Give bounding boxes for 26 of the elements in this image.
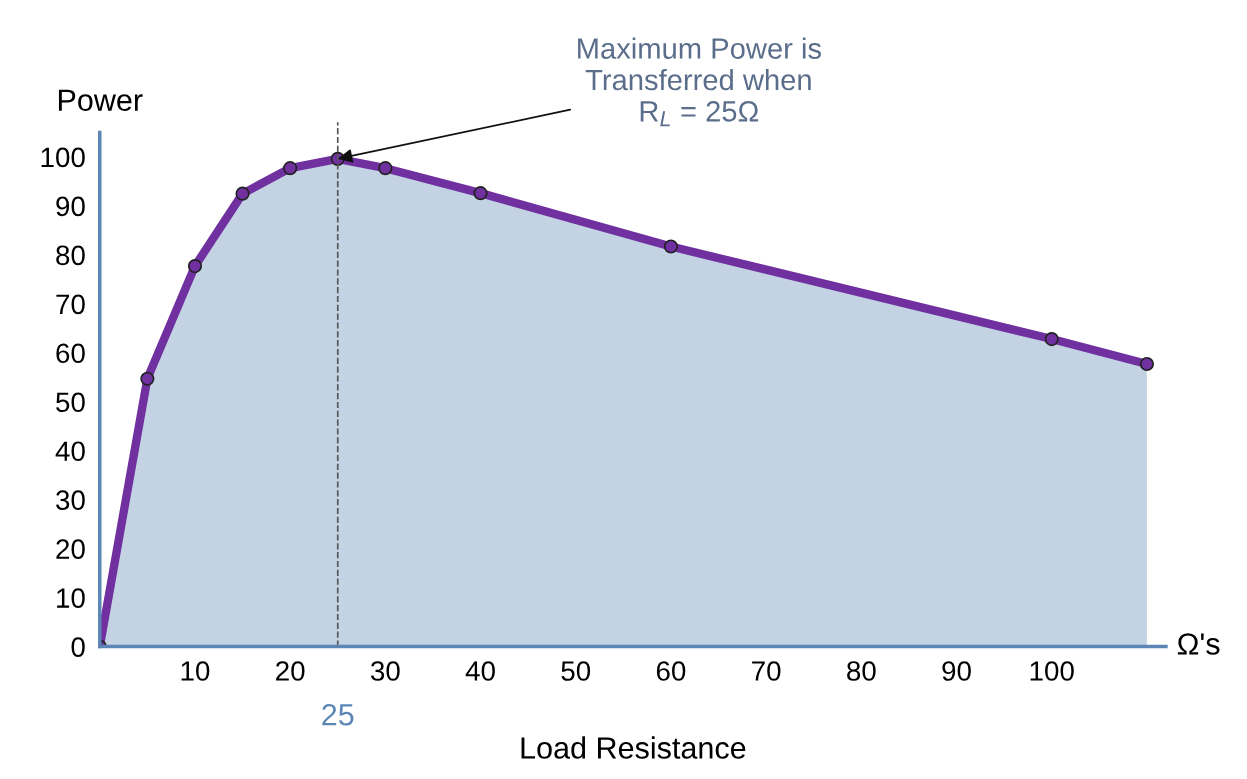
x-tick-label: 20: [276, 661, 305, 681]
y-tick-label: 100: [41, 147, 85, 168]
x-tick-label: 10: [181, 661, 210, 681]
x-tick-label: 70: [752, 661, 781, 681]
y-tick-label: 70: [56, 294, 85, 315]
y-tick-label: 90: [56, 196, 85, 217]
y-tick-label: 40: [55, 441, 85, 462]
y-tick-label: 0: [71, 637, 85, 657]
x-tick-label: 50: [561, 661, 591, 681]
x-tick-label: 30: [370, 661, 400, 681]
x-axis-title: Load Resistance: [521, 736, 746, 759]
x-tick-label: 60: [656, 661, 686, 681]
text: Ω's: [1177, 633, 1220, 655]
y-tick-label: 30: [56, 490, 85, 511]
y-tick-label: 60: [56, 343, 85, 364]
x-tick-label: 90: [942, 661, 971, 681]
ref-line-label: 25: [322, 703, 354, 726]
y-tick-label: 50: [56, 392, 85, 413]
x-tick-label: 80: [847, 661, 876, 681]
x-tick-label: 40: [465, 661, 495, 681]
y-tick-label: 10: [57, 588, 85, 608]
y-axis-title: Power: [58, 89, 143, 111]
annotation: Maximum Power is Transferred when R$_{L}$ = 25Ω: [578, 37, 821, 127]
y-tick-label: 20: [56, 539, 85, 559]
y-tick-label: 80: [56, 245, 85, 266]
x-tick-label: 100: [1030, 661, 1074, 681]
